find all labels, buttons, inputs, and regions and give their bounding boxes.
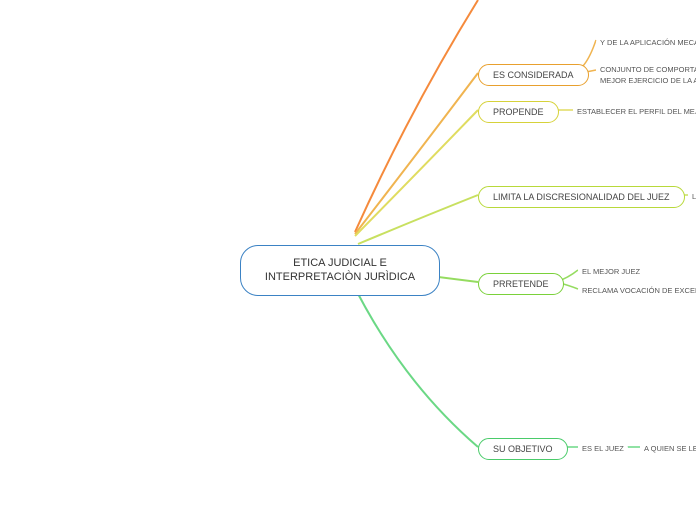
branch-propende[interactable]: PROPENDE — [478, 101, 559, 123]
branch-pretende[interactable]: PRRETENDE — [478, 273, 564, 295]
leaf-objetivo-1: A QUIEN SE LE E — [640, 442, 696, 455]
leaf-es-considerada-2: MEJOR EJERCICIO DE LA ACTIVID — [596, 74, 696, 87]
leaf-pretende-1: RECLAMA VOCACIÓN DE EXCELENCIA — [578, 284, 696, 297]
leaf-es-considerada-0: Y DE LA APLICACIÓN MECANICA — [596, 36, 696, 49]
root-node[interactable]: ETICA JUDICIAL E INTERPRETACIÒN JURÌDICA — [240, 245, 440, 296]
leaf-objetivo-0: ES EL JUEZ — [578, 442, 628, 455]
leaf-pretende-0: EL MEJOR JUEZ — [578, 265, 644, 278]
branch-es-considerada[interactable]: ES CONSIDERADA — [478, 64, 589, 86]
leaf-propende-0: ESTABLECER EL PERFIL DEL MEJOR JUEZ — [573, 105, 696, 118]
leaf-limita-0: L — [688, 190, 696, 203]
branch-objetivo[interactable]: SU OBJETIVO — [478, 438, 568, 460]
branch-limita[interactable]: LIMITA LA DISCRESIONALIDAD DEL JUEZ — [478, 186, 685, 208]
